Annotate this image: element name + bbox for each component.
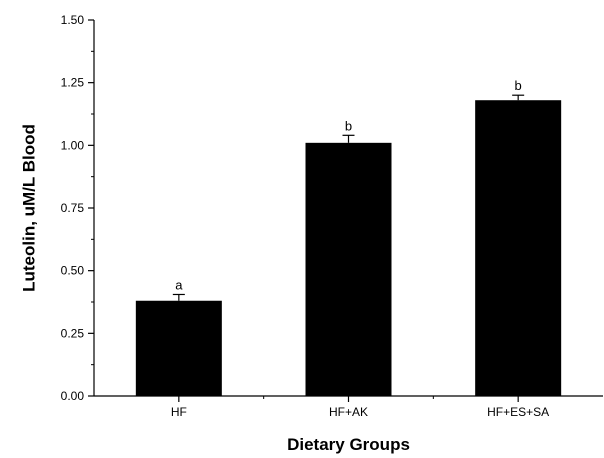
bar [135,300,222,396]
significance-label: a [175,277,183,292]
bar [305,142,392,396]
error-bars [172,94,525,301]
significance-labels: a b b [175,78,522,292]
x-tick-label: HF+AK [329,405,368,419]
y-tick-label: 0.50 [61,264,85,278]
y-tick-label: 0.00 [61,389,85,403]
y-tick-label: 1.50 [61,13,85,27]
significance-label: b [515,78,522,93]
y-tick-label: 1.25 [61,76,85,90]
x-axis-ticks: HF HF+AK HF+ES+SA [171,396,549,419]
y-axis-ticks: 0.00 0.25 0.50 0.75 1.00 1.25 1.50 [61,13,94,403]
bars [135,100,562,397]
x-tick-label: HF+ES+SA [487,405,549,419]
y-tick-label: 0.25 [61,326,85,340]
significance-label: b [345,118,352,133]
x-axis-title: Dietary Groups [287,435,410,454]
y-tick-label: 0.75 [61,201,85,215]
y-axis-title: Luteolin, uM/L Blood [19,124,38,292]
x-tick-label: HF [171,405,187,419]
bar [475,100,562,397]
y-tick-label: 1.00 [61,138,85,152]
